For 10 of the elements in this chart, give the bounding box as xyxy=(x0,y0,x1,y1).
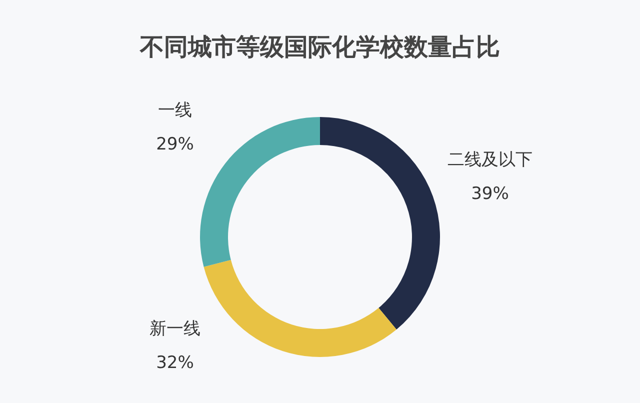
slice-label: 一线 xyxy=(158,100,192,121)
slice-label: 新一线 xyxy=(150,319,200,339)
donut-slice xyxy=(204,260,396,357)
chart-title: 不同城市等级国际化学校数量占比 xyxy=(139,33,500,61)
data-label: 32% xyxy=(156,353,194,373)
data-label: 39% xyxy=(471,184,509,204)
donut-slice xyxy=(320,117,440,330)
slice-label: 二线及以下 xyxy=(448,150,532,170)
donut-slice xyxy=(200,117,320,267)
data-label: 29% xyxy=(156,134,194,155)
